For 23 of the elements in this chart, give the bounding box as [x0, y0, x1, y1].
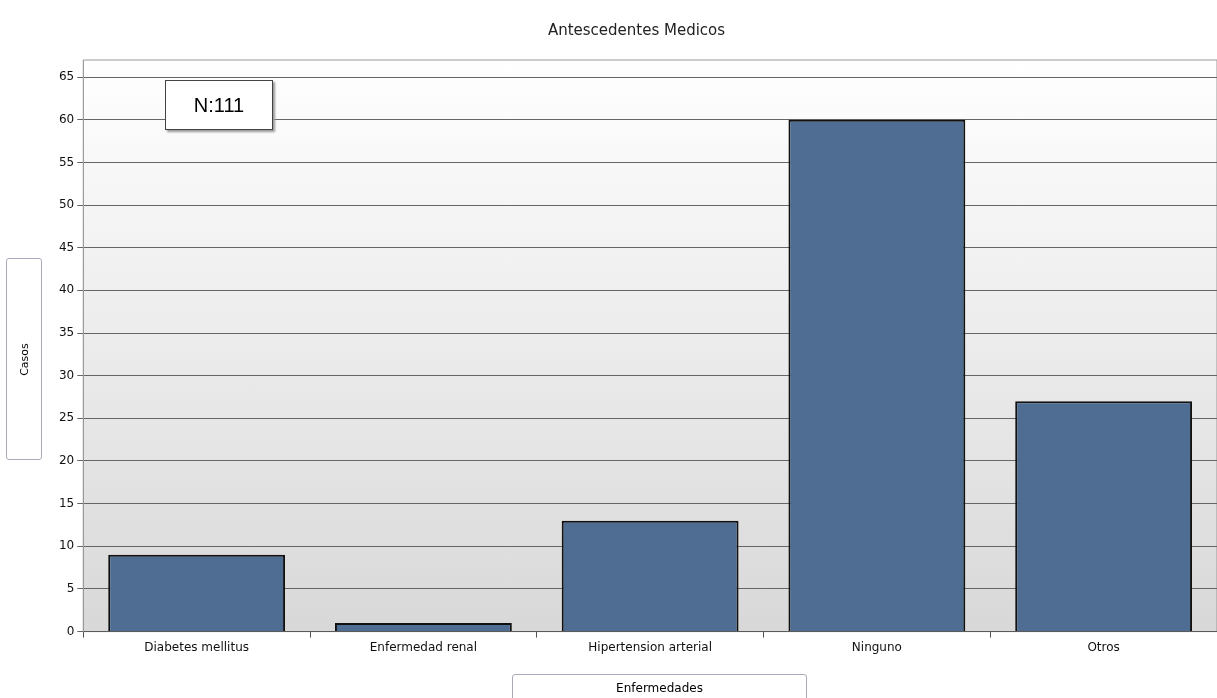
x-tick-label: Enfermedad renal	[369, 639, 478, 654]
y-tick-label: 35	[58, 325, 75, 340]
annotation: N:111	[165, 80, 273, 130]
x-tick-label: Otros	[1087, 639, 1120, 654]
y-axis-title: Casos	[17, 342, 31, 376]
y-tick-label: 60	[58, 111, 75, 126]
x-axis-title: Enfermedades	[512, 674, 807, 698]
y-tick-label: 40	[58, 282, 75, 297]
y-tick-label: 20	[58, 453, 75, 468]
x-tick-label: Hipertension arterial	[588, 639, 712, 654]
y-tick-label: 50	[58, 197, 75, 212]
y-tick-label: 10	[58, 538, 75, 553]
y-tick-label: 30	[58, 367, 75, 382]
y-tick-label: 65	[58, 69, 75, 84]
y-tick-label: 15	[58, 495, 75, 510]
y-tick-label: 5	[66, 581, 75, 596]
y-tick-label: 55	[58, 154, 75, 169]
y-tick-label: 45	[58, 239, 75, 254]
y-tick-label: 25	[58, 410, 75, 425]
x-tick-label: Ninguno	[851, 639, 902, 654]
x-tick-label: Diabetes mellitus	[144, 639, 249, 654]
y-tick-label: 0	[66, 623, 75, 638]
chart-title: Antescedentes Medicos	[547, 20, 726, 39]
